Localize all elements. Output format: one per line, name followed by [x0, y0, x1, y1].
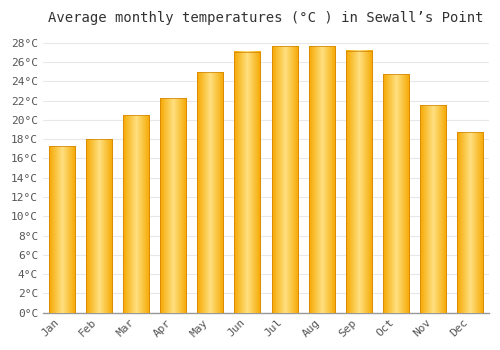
Bar [197, 72, 223, 313]
Bar [48, 146, 74, 313]
Bar [420, 105, 446, 313]
Bar [160, 98, 186, 313]
Bar [383, 74, 409, 313]
Title: Average monthly temperatures (°C ) in Sewall’s Point: Average monthly temperatures (°C ) in Se… [48, 11, 484, 25]
Bar [458, 132, 483, 313]
Bar [308, 46, 334, 313]
Bar [86, 139, 112, 313]
Bar [346, 50, 372, 313]
Bar [272, 46, 297, 313]
Bar [234, 51, 260, 313]
Bar [123, 115, 149, 313]
